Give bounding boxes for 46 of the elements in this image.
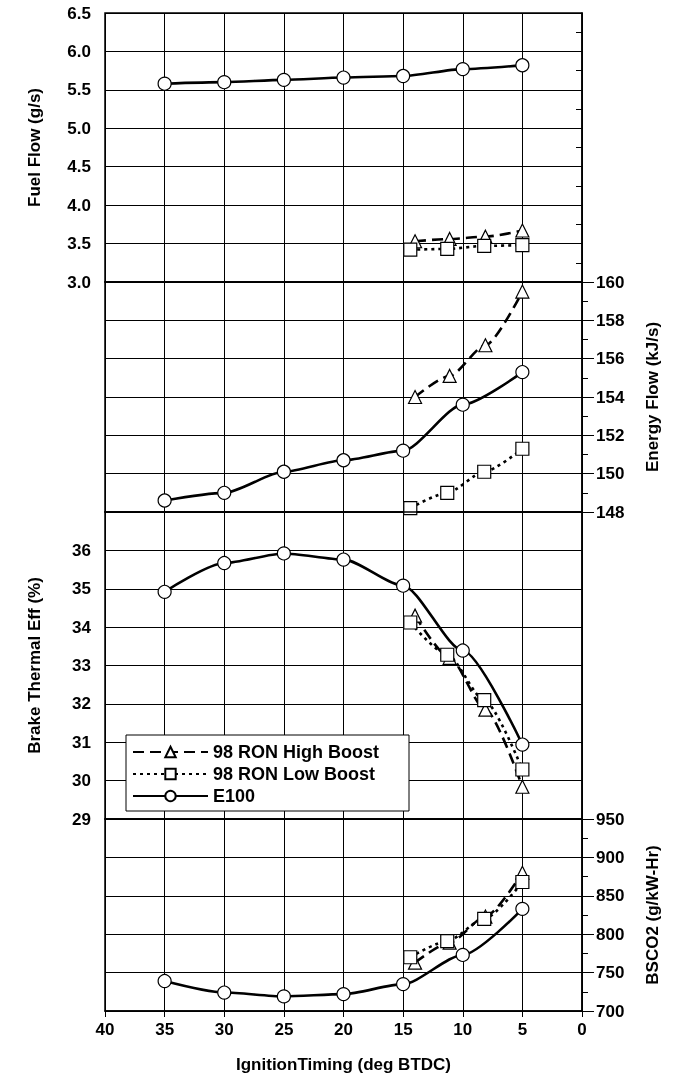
y-tick-label: 33 — [72, 656, 91, 675]
y-tick-label: 32 — [72, 694, 91, 714]
y-axis-title: Fuel Flow (g/s) — [25, 88, 44, 207]
y-tick-label: 29 — [72, 809, 91, 829]
x-tick-label: 40 — [95, 1020, 115, 1040]
y2-tick-label: 800 — [596, 924, 625, 944]
x-axis-title: IgnitionTiming (deg BTDC) — [236, 1055, 451, 1075]
x-tick-label: 0 — [577, 1020, 587, 1040]
y-axis-title: Brake Thermal Eff (%) — [25, 577, 44, 754]
x-tick-label: 10 — [453, 1020, 473, 1040]
y-tick-label: 5.0 — [67, 118, 91, 138]
y-tick-label: 5.5 — [67, 80, 91, 100]
x-tick-label: 25 — [274, 1020, 294, 1040]
y-tick-label: 36 — [72, 540, 91, 560]
y2-tick-label: 950 — [596, 809, 625, 829]
y2-tick-label: 148 — [596, 502, 625, 522]
x-tick-label: 5 — [517, 1020, 528, 1040]
y2-tick-label: 160 — [596, 272, 625, 292]
y2-tick-label: 850 — [596, 886, 625, 906]
y-tick-label: 6.5 — [67, 3, 91, 23]
y-tick-label: 31 — [72, 732, 91, 752]
legend-label: 98 RON Low Boost — [213, 764, 376, 784]
y2-tick-label: 750 — [596, 963, 625, 983]
y2-tick-label: 156 — [596, 348, 625, 368]
y-tick-label: 4.0 — [67, 195, 91, 215]
y2-axis-title: BSCO2 (g/kW-Hr) — [643, 845, 662, 985]
y2-tick-label: 900 — [596, 847, 625, 867]
y2-tick-label: 700 — [596, 1001, 625, 1021]
y-tick-label: 34 — [72, 617, 92, 637]
x-tick-label: 35 — [155, 1020, 175, 1040]
y-tick-label: 6.0 — [67, 41, 91, 61]
y2-tick-label: 158 — [596, 310, 625, 330]
y2-axis-title: Energy Flow (kJ/s) — [643, 321, 662, 472]
legend-label: E100 — [213, 786, 256, 806]
x-tick-label: 30 — [214, 1020, 234, 1040]
y-tick-label: 3.0 — [67, 272, 91, 292]
legend-label: 98 RON High Boost — [213, 742, 380, 762]
x-tick-label: 20 — [334, 1020, 353, 1040]
y2-tick-label: 152 — [596, 425, 625, 445]
y-tick-label: 3.5 — [67, 234, 91, 254]
y2-tick-label: 150 — [596, 463, 625, 483]
y-tick-label: 30 — [72, 771, 91, 791]
y-tick-label: 35 — [72, 579, 91, 599]
x-tick-label: 15 — [393, 1020, 413, 1040]
y-tick-label: 4.5 — [67, 157, 91, 177]
y2-tick-label: 154 — [596, 387, 625, 407]
